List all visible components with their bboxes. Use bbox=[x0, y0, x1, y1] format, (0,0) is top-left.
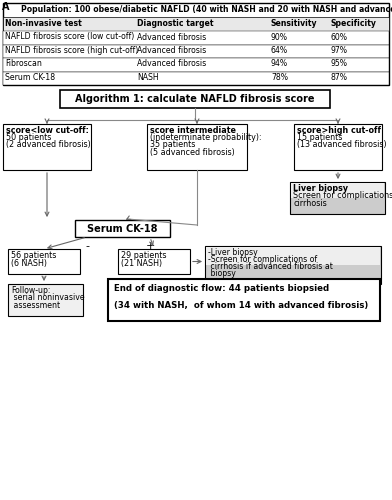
Bar bbox=[3, 72, 389, 85]
Text: score>high cut-off: score>high cut-off bbox=[297, 126, 381, 135]
Bar bbox=[3, 44, 389, 58]
Bar bbox=[205, 246, 381, 284]
Bar bbox=[60, 90, 330, 108]
Text: Diagnostic target: Diagnostic target bbox=[137, 19, 214, 28]
Text: 64%: 64% bbox=[271, 46, 288, 55]
Text: Non-invasive test: Non-invasive test bbox=[5, 19, 82, 28]
Text: Advanced fibrosis: Advanced fibrosis bbox=[137, 46, 206, 55]
Bar bbox=[118, 249, 190, 274]
Text: (13 advanced fibrosis): (13 advanced fibrosis) bbox=[297, 140, 387, 149]
Text: +: + bbox=[145, 241, 155, 251]
Text: Specificity: Specificity bbox=[331, 19, 377, 28]
Bar bbox=[8, 284, 83, 316]
Text: A: A bbox=[2, 2, 9, 12]
Text: 60%: 60% bbox=[331, 32, 348, 42]
Bar bbox=[3, 31, 389, 44]
Text: Population: 100 obese/diabetic NAFLD (40 with NASH and 20 with NASH and advanced: Population: 100 obese/diabetic NAFLD (40… bbox=[21, 5, 392, 14]
Text: score intermediate: score intermediate bbox=[150, 126, 236, 135]
Text: -Screen for complications of: -Screen for complications of bbox=[208, 255, 317, 264]
Text: -Liver biopsy: -Liver biopsy bbox=[208, 248, 258, 257]
Text: (indeterminate probability):: (indeterminate probability): bbox=[150, 133, 261, 142]
Text: (34 with NASH,  of whom 14 with advanced fibrosis): (34 with NASH, of whom 14 with advanced … bbox=[114, 301, 368, 310]
Text: Screen for complications of: Screen for complications of bbox=[294, 192, 392, 200]
Bar bbox=[3, 17, 389, 31]
Text: 87%: 87% bbox=[331, 73, 348, 82]
Bar bbox=[206, 247, 380, 265]
Text: 15 patients: 15 patients bbox=[297, 133, 342, 142]
Text: assessment: assessment bbox=[11, 301, 60, 310]
Text: biopsy: biopsy bbox=[208, 269, 236, 278]
Text: 35 patients: 35 patients bbox=[150, 140, 195, 149]
Text: 29 patients: 29 patients bbox=[121, 251, 167, 260]
Bar bbox=[147, 124, 247, 170]
Text: 95%: 95% bbox=[331, 60, 348, 68]
Text: 78%: 78% bbox=[271, 73, 288, 82]
Bar bbox=[3, 58, 389, 71]
Text: score<low cut-off:: score<low cut-off: bbox=[6, 126, 89, 135]
Text: Advanced fibrosis: Advanced fibrosis bbox=[137, 60, 206, 68]
Bar bbox=[290, 182, 385, 214]
Text: Serum CK-18: Serum CK-18 bbox=[5, 73, 55, 82]
Text: -: - bbox=[85, 241, 89, 251]
Text: 50 patients: 50 patients bbox=[6, 133, 51, 142]
Text: Sensitivity: Sensitivity bbox=[271, 19, 318, 28]
Text: 97%: 97% bbox=[331, 46, 348, 55]
Text: (2 advanced fibrosis): (2 advanced fibrosis) bbox=[6, 140, 91, 149]
Text: cirrhosis: cirrhosis bbox=[294, 199, 327, 208]
Text: Serum CK-18: Serum CK-18 bbox=[87, 224, 158, 234]
Text: Liver biopsy: Liver biopsy bbox=[294, 184, 348, 193]
Text: Advanced fibrosis: Advanced fibrosis bbox=[137, 32, 206, 42]
Text: NASH: NASH bbox=[137, 73, 159, 82]
Text: 94%: 94% bbox=[271, 60, 288, 68]
Bar bbox=[8, 249, 80, 274]
Text: NAFLD fibrosis score (high cut-off): NAFLD fibrosis score (high cut-off) bbox=[5, 46, 138, 55]
Text: (6 NASH): (6 NASH) bbox=[11, 259, 47, 268]
Text: (21 NASH): (21 NASH) bbox=[121, 259, 162, 268]
Text: Fibroscan: Fibroscan bbox=[5, 60, 42, 68]
Bar bbox=[3, 3, 389, 85]
Bar bbox=[294, 124, 382, 170]
Text: 56 patients: 56 patients bbox=[11, 251, 56, 260]
Bar bbox=[3, 124, 91, 170]
Text: Follow-up:: Follow-up: bbox=[11, 286, 51, 295]
Text: (5 advanced fibrosis): (5 advanced fibrosis) bbox=[150, 148, 235, 156]
Text: serial noninvasive: serial noninvasive bbox=[11, 294, 85, 302]
Bar bbox=[108, 279, 380, 321]
Text: cirrhosis if advanced fibrosis at: cirrhosis if advanced fibrosis at bbox=[208, 262, 333, 271]
Text: End of diagnostic flow: 44 patients biopsied: End of diagnostic flow: 44 patients biop… bbox=[114, 284, 329, 293]
Text: Algorithm 1: calculate NAFLD fibrosis score: Algorithm 1: calculate NAFLD fibrosis sc… bbox=[75, 94, 315, 104]
Bar bbox=[292, 183, 385, 198]
Text: 90%: 90% bbox=[271, 32, 288, 42]
Text: NAFLD fibrosis score (low cut-off): NAFLD fibrosis score (low cut-off) bbox=[5, 32, 134, 42]
Bar bbox=[75, 220, 170, 237]
